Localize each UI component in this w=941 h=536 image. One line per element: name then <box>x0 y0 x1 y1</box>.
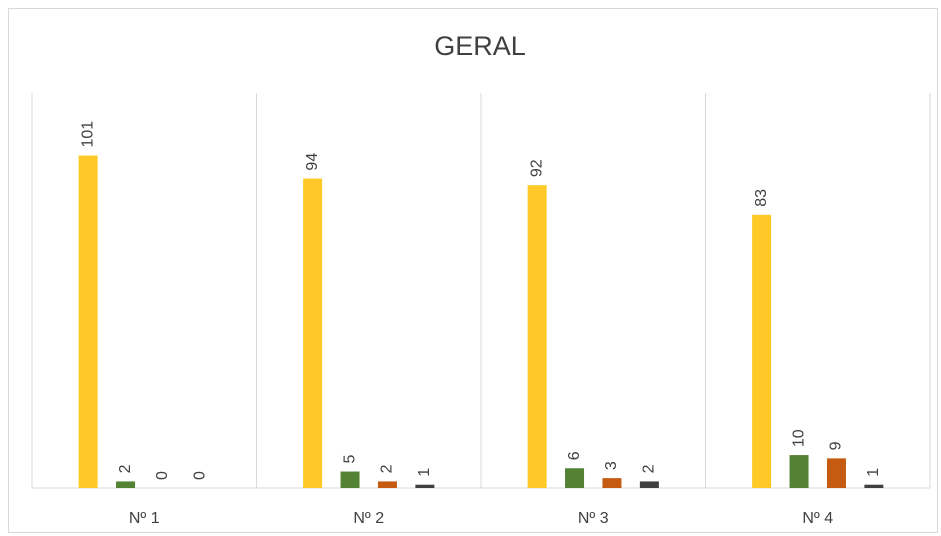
data-label: 10 <box>790 429 807 447</box>
data-label: 83 <box>753 189 770 207</box>
data-label: 6 <box>566 451 583 460</box>
bar <box>340 471 360 488</box>
bar <box>303 178 323 489</box>
data-label: 2 <box>641 464 658 473</box>
data-label: 0 <box>154 471 171 480</box>
data-label: 2 <box>379 464 396 473</box>
x-tick-label: Nº 1 <box>129 510 160 527</box>
data-label: 92 <box>528 159 545 177</box>
bar <box>377 481 397 488</box>
data-label: 9 <box>828 441 845 450</box>
data-label: 2 <box>117 464 134 473</box>
data-label: 5 <box>341 455 358 464</box>
bar <box>565 468 585 488</box>
bar <box>789 455 809 488</box>
chart-border <box>8 8 938 533</box>
bar <box>826 458 846 488</box>
bar <box>864 484 884 488</box>
bar <box>527 185 547 488</box>
data-label: 101 <box>79 121 96 148</box>
bar <box>415 484 435 488</box>
data-label: 0 <box>192 471 209 480</box>
bar <box>639 481 659 488</box>
data-label: 3 <box>603 461 620 470</box>
x-tick-label: Nº 3 <box>578 510 609 527</box>
data-label: 1 <box>416 468 433 477</box>
bar <box>752 214 772 488</box>
x-tick-label: Nº 4 <box>802 510 833 527</box>
x-tick-label: Nº 2 <box>353 510 384 527</box>
bar <box>116 481 136 488</box>
data-label: 94 <box>304 153 321 171</box>
bar <box>602 478 622 488</box>
chart-title: GERAL <box>434 31 526 61</box>
bar <box>78 155 98 488</box>
data-label: 1 <box>865 468 882 477</box>
